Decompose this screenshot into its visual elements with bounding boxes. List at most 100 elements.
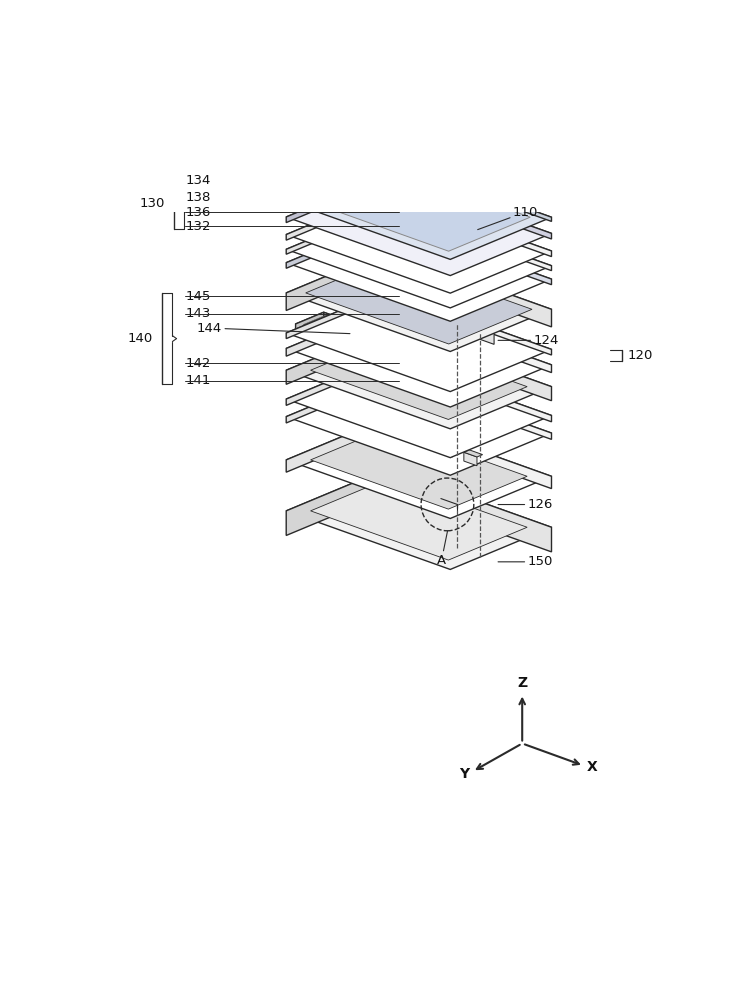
Polygon shape	[287, 374, 551, 475]
Text: 150: 150	[498, 555, 553, 568]
Polygon shape	[478, 321, 501, 330]
Polygon shape	[287, 469, 551, 569]
Polygon shape	[323, 322, 349, 333]
Polygon shape	[311, 427, 527, 509]
Polygon shape	[287, 175, 387, 223]
Text: 145: 145	[185, 290, 211, 303]
Text: 140: 140	[128, 332, 153, 345]
Polygon shape	[287, 207, 551, 308]
Polygon shape	[287, 159, 551, 259]
Polygon shape	[387, 175, 551, 239]
Polygon shape	[349, 196, 373, 211]
Text: Y: Y	[460, 767, 469, 781]
Polygon shape	[296, 312, 324, 333]
Text: 124: 124	[498, 334, 559, 347]
Text: X: X	[587, 760, 597, 774]
Polygon shape	[305, 258, 532, 344]
Polygon shape	[349, 196, 396, 214]
Text: 110: 110	[478, 206, 538, 230]
Polygon shape	[287, 357, 551, 458]
Polygon shape	[296, 312, 376, 343]
Polygon shape	[287, 469, 387, 535]
Polygon shape	[287, 192, 551, 293]
Polygon shape	[387, 374, 551, 439]
Polygon shape	[403, 172, 432, 184]
Polygon shape	[310, 318, 336, 328]
Polygon shape	[287, 220, 387, 268]
Polygon shape	[287, 306, 387, 356]
Polygon shape	[464, 450, 482, 457]
Polygon shape	[374, 16, 533, 80]
Polygon shape	[387, 291, 551, 355]
Polygon shape	[386, 166, 417, 178]
Polygon shape	[287, 207, 387, 254]
Polygon shape	[287, 357, 387, 405]
Text: 143: 143	[185, 307, 211, 320]
Polygon shape	[387, 207, 551, 271]
Polygon shape	[421, 172, 432, 179]
Polygon shape	[387, 328, 551, 401]
Polygon shape	[389, 160, 400, 167]
Text: 160: 160	[0, 999, 1, 1000]
Polygon shape	[387, 469, 551, 552]
Polygon shape	[478, 324, 494, 344]
Polygon shape	[287, 251, 551, 351]
Text: 144: 144	[197, 322, 350, 335]
Polygon shape	[387, 220, 551, 285]
Polygon shape	[330, 325, 356, 335]
Text: 138: 138	[185, 191, 211, 204]
Polygon shape	[324, 312, 376, 340]
Text: 120: 120	[627, 349, 653, 362]
Polygon shape	[435, 184, 466, 196]
Polygon shape	[439, 443, 452, 457]
Polygon shape	[287, 159, 387, 205]
Text: 136: 136	[185, 206, 211, 219]
Text: A: A	[437, 531, 448, 567]
Polygon shape	[308, 167, 530, 251]
Polygon shape	[287, 192, 387, 240]
Polygon shape	[387, 159, 551, 221]
Polygon shape	[342, 14, 363, 27]
Polygon shape	[387, 192, 551, 257]
Polygon shape	[287, 328, 551, 429]
Polygon shape	[287, 306, 551, 407]
Polygon shape	[387, 306, 551, 373]
Polygon shape	[287, 291, 551, 392]
Polygon shape	[363, 16, 374, 27]
Polygon shape	[363, 16, 533, 78]
Polygon shape	[287, 175, 551, 276]
Polygon shape	[387, 418, 551, 489]
Polygon shape	[454, 184, 466, 191]
Text: Z: Z	[517, 676, 527, 690]
Polygon shape	[478, 306, 501, 315]
Text: 126: 126	[498, 498, 553, 511]
Polygon shape	[303, 315, 330, 326]
Polygon shape	[464, 452, 477, 466]
Text: 141: 141	[185, 374, 211, 387]
Polygon shape	[387, 251, 551, 327]
Polygon shape	[373, 196, 396, 210]
Polygon shape	[342, 329, 369, 340]
Polygon shape	[311, 337, 527, 419]
Polygon shape	[287, 328, 387, 384]
Polygon shape	[342, 14, 363, 63]
Polygon shape	[287, 220, 551, 321]
Polygon shape	[438, 178, 449, 185]
Polygon shape	[287, 418, 387, 472]
Text: 142: 142	[185, 357, 211, 370]
Polygon shape	[370, 160, 400, 172]
Text: 130: 130	[139, 197, 165, 210]
Polygon shape	[311, 478, 527, 560]
Text: 134: 134	[185, 174, 211, 187]
Polygon shape	[327, 14, 363, 27]
Polygon shape	[420, 178, 449, 190]
Polygon shape	[287, 374, 387, 423]
Polygon shape	[336, 327, 363, 338]
Text: 132: 132	[185, 220, 211, 233]
Polygon shape	[317, 320, 343, 331]
Polygon shape	[287, 291, 387, 339]
Polygon shape	[439, 441, 458, 448]
Polygon shape	[404, 166, 417, 173]
Polygon shape	[287, 251, 387, 310]
Polygon shape	[387, 357, 551, 422]
